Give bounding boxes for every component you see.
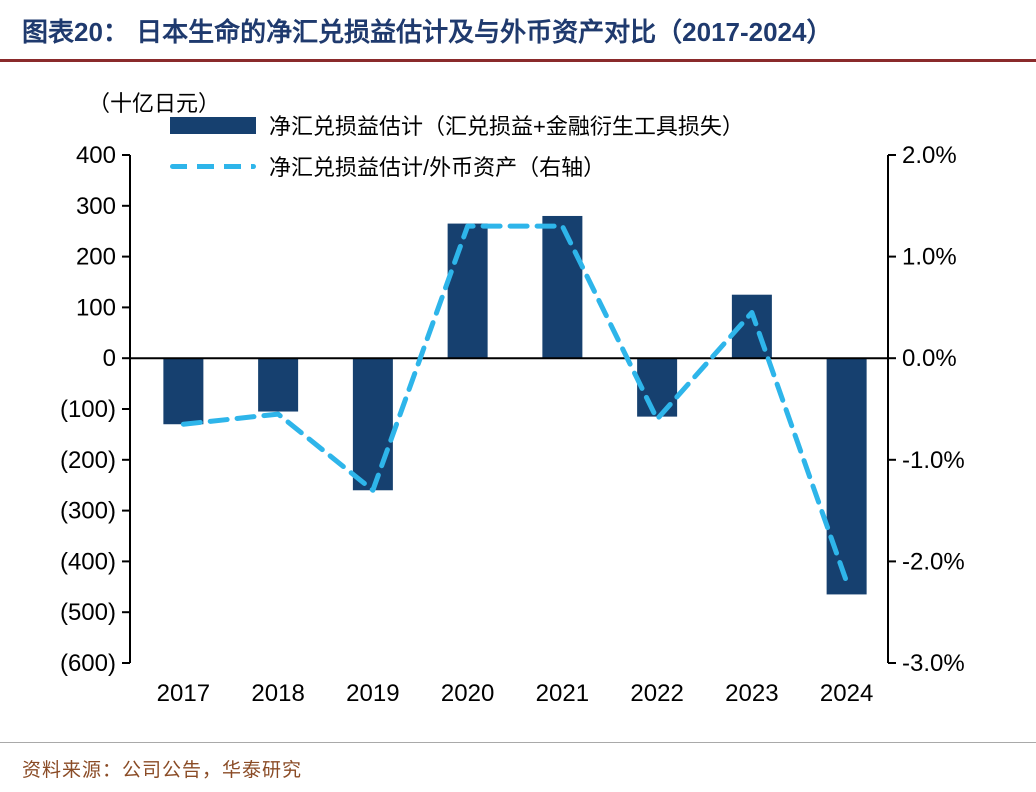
- x-axis-label: 2024: [820, 680, 873, 707]
- x-axis-label: 2017: [157, 680, 210, 707]
- line-series-swatch-icon: [170, 163, 256, 169]
- bar-2021: [542, 215, 583, 359]
- chart-title: 图表20： 日本生命的净汇兑损益估计及与外币资产对比（2017-2024）: [22, 17, 833, 47]
- x-axis-label: 2021: [536, 680, 589, 707]
- right-axis-tick-label: 1.0%: [902, 244, 957, 271]
- left-axis-tick-label: (500): [60, 599, 116, 626]
- left-axis-title: （十亿日元）: [88, 91, 221, 116]
- right-axis-tick-label: -3.0%: [902, 650, 965, 677]
- chart-header: 图表20： 日本生命的净汇兑损益估计及与外币资产对比（2017-2024）: [0, 0, 1036, 62]
- left-axis-tick-label: 400: [76, 142, 116, 169]
- bar-2024: [826, 358, 867, 595]
- bar-series-label: 净汇兑损益估计（汇兑损益+金融衍生工具损失）: [269, 114, 744, 139]
- right-axis-tick-label: 2.0%: [902, 142, 957, 169]
- left-axis-tick-label: (400): [60, 548, 116, 575]
- x-axis-label: 2020: [441, 680, 494, 707]
- left-axis-tick-label: (600): [60, 650, 116, 677]
- legend-item-bar: 净汇兑损益估计（汇兑损益+金融衍生工具损失）: [170, 112, 744, 139]
- right-axis-tick-label: 0.0%: [902, 345, 957, 372]
- x-axis-label: 2019: [346, 680, 399, 707]
- bar-2019: [352, 358, 393, 491]
- right-axis-tick-label: -2.0%: [902, 548, 965, 575]
- bar-series-swatch-icon: [170, 116, 256, 134]
- x-axis-label: 2018: [251, 680, 304, 707]
- x-axis-label: 2022: [630, 680, 683, 707]
- source-footer: 资料来源：公司公告，华泰研究: [0, 742, 1036, 782]
- left-axis-tick-label: 200: [76, 244, 116, 271]
- left-axis-tick-label: (200): [60, 447, 116, 474]
- bar-2017: [163, 358, 204, 425]
- line-series-label: 净汇兑损益估计/外币资产（右轴）: [269, 155, 606, 180]
- legend: 净汇兑损益估计（汇兑损益+金融衍生工具损失） 净汇兑损益估计/外币资产（右轴）: [170, 112, 744, 180]
- left-axis-tick-label: 300: [76, 193, 116, 220]
- left-axis-tick-label: (300): [60, 498, 116, 525]
- legend-item-line: 净汇兑损益估计/外币资产（右轴）: [170, 153, 744, 180]
- left-axis-tick-label: 100: [76, 294, 116, 321]
- bar-2018: [258, 358, 299, 412]
- bar-2020: [447, 223, 488, 359]
- right-axis-tick-label: -1.0%: [902, 447, 965, 474]
- ratio-dashed-line: [180, 223, 850, 585]
- x-axis-label: 2023: [725, 680, 778, 707]
- chart-area: 400 300 200 100 0 (100) (200) (300) (400) (500) (6…: [0, 60, 1036, 728]
- source-text: 资料来源：公司公告，华泰研究: [22, 760, 303, 781]
- left-axis-tick-label: (100): [60, 396, 116, 423]
- left-axis-tick-label: 0: [103, 345, 116, 372]
- chart-plot: 400 300 200 100 0 (100) (200) (300) (400) (500) (6…: [60, 142, 965, 707]
